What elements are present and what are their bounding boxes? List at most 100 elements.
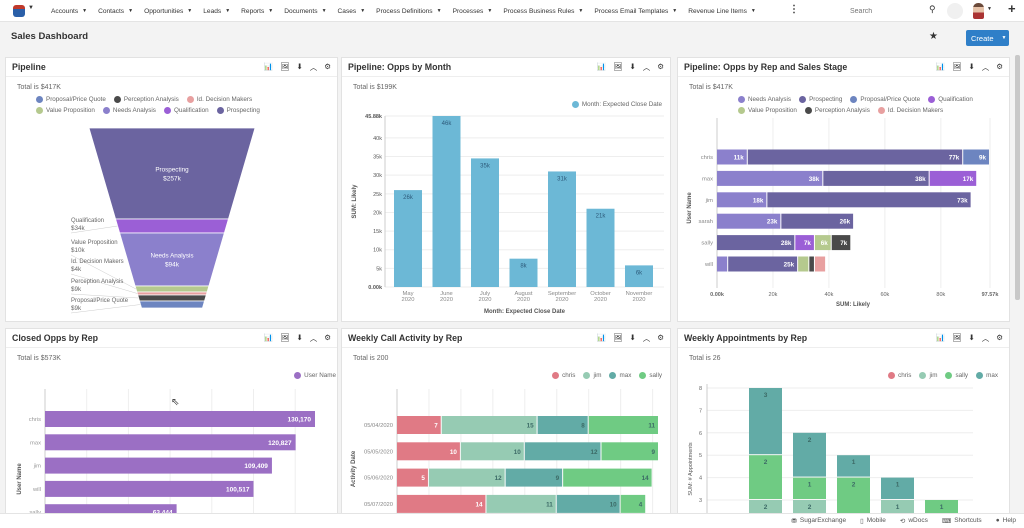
settings-icon[interactable]: ⚙ <box>657 333 664 342</box>
bar-segment[interactable] <box>537 416 588 434</box>
nav-item-revenue-line-items[interactable]: Revenue Line Items ▼ <box>688 8 756 15</box>
legend-item[interactable]: Qualification <box>928 96 973 103</box>
bar-segment[interactable] <box>397 468 428 487</box>
nav-item-process-definitions[interactable]: Process Definitions ▼ <box>376 8 441 15</box>
chart-icon[interactable]: 📊 <box>263 62 273 71</box>
collapse-icon[interactable]: ︿ <box>642 334 651 343</box>
image-icon[interactable]: 🖼 <box>951 333 962 342</box>
footer-link-help[interactable]: ● Help <box>996 517 1016 525</box>
funnel-segment[interactable] <box>137 294 207 302</box>
favorite-star-icon[interactable]: ★ <box>929 31 938 42</box>
download-icon[interactable]: ⬇ <box>296 333 303 342</box>
bar[interactable] <box>548 171 576 287</box>
bar-segment[interactable] <box>428 468 505 487</box>
legend-item[interactable]: jim <box>583 372 601 379</box>
bar[interactable] <box>45 411 315 427</box>
bar-segment[interactable] <box>563 468 652 487</box>
bar-segment[interactable] <box>460 442 524 461</box>
bar-segment[interactable] <box>814 235 831 251</box>
bar-segment[interactable] <box>717 192 767 208</box>
chevron-down-icon[interactable]: ▼ <box>436 8 442 14</box>
bar-segment[interactable] <box>749 455 782 499</box>
legend-item[interactable]: Qualification <box>163 107 209 114</box>
more-menu-icon[interactable]: ⋮ <box>789 4 799 15</box>
legend-item[interactable]: Value Proposition <box>738 107 797 114</box>
bar[interactable] <box>471 158 499 287</box>
legend-item[interactable]: sally <box>639 372 662 379</box>
image-icon[interactable]: 🖼 <box>612 62 623 71</box>
legend-item[interactable]: jim <box>919 372 937 379</box>
chevron-down-icon[interactable]: ▼ <box>578 8 584 14</box>
footer-link-mobile[interactable]: ▯ Mobile <box>860 517 886 525</box>
chevron-down-icon[interactable]: ▼ <box>360 8 366 14</box>
bar-segment[interactable] <box>397 494 486 513</box>
bar-segment[interactable] <box>823 170 929 186</box>
download-icon[interactable]: ⬇ <box>296 62 303 71</box>
chevron-down-icon[interactable]: ▼ <box>750 8 756 14</box>
bar-segment[interactable] <box>556 494 620 513</box>
bar[interactable] <box>509 258 538 287</box>
bar-segment[interactable] <box>929 170 977 186</box>
legend-item[interactable]: Perception Analysis <box>113 96 179 103</box>
chevron-down-icon[interactable]: ▼ <box>28 5 34 11</box>
settings-icon[interactable]: ⚙ <box>996 333 1003 342</box>
settings-icon[interactable]: ⚙ <box>324 333 331 342</box>
legend-item[interactable]: Id. Decision Makers <box>877 107 943 114</box>
bar-segment[interactable] <box>397 442 460 461</box>
bar[interactable] <box>394 190 422 287</box>
legend-item[interactable]: Needs Analysis <box>738 96 791 103</box>
funnel-segment[interactable] <box>138 300 206 309</box>
nav-item-cases[interactable]: Cases ▼ <box>338 8 366 15</box>
bar-segment[interactable] <box>747 149 963 165</box>
nav-item-process-business-rules[interactable]: Process Business Rules ▼ <box>503 8 583 15</box>
chart-icon[interactable]: 📊 <box>596 62 606 71</box>
legend-item[interactable]: Proposal/Price Quote <box>850 96 920 103</box>
chart-icon[interactable]: 📊 <box>263 333 273 342</box>
nav-item-opportunities[interactable]: Opportunities ▼ <box>144 8 192 15</box>
chart-icon[interactable]: 📊 <box>935 333 945 342</box>
bar-segment[interactable] <box>798 256 809 272</box>
legend-item[interactable]: max <box>609 372 631 379</box>
settings-icon[interactable]: ⚙ <box>657 62 664 71</box>
bar-segment[interactable] <box>441 416 537 434</box>
chevron-down-icon[interactable]: ▼ <box>487 8 493 14</box>
bar-segment[interactable] <box>717 170 823 186</box>
collapse-icon[interactable]: ︿ <box>981 334 990 343</box>
legend-item[interactable]: chris <box>552 372 575 379</box>
bar-segment[interactable] <box>781 213 854 229</box>
settings-icon[interactable]: ⚙ <box>324 62 331 71</box>
bar-segment[interactable] <box>717 256 728 272</box>
bar[interactable] <box>45 457 272 474</box>
bar-segment[interactable] <box>963 149 989 165</box>
bar-segment[interactable] <box>881 477 914 499</box>
bar[interactable] <box>45 480 254 497</box>
search-input[interactable] <box>846 3 942 19</box>
legend-item[interactable]: Perception Analysis <box>804 107 870 114</box>
funnel-segment[interactable] <box>88 127 256 220</box>
bar[interactable] <box>432 116 461 287</box>
notifications-avatar[interactable] <box>947 3 963 19</box>
bar-segment[interactable] <box>831 235 851 251</box>
bar-segment[interactable] <box>793 432 826 477</box>
bar[interactable] <box>45 434 296 451</box>
funnel-segment[interactable] <box>119 232 225 287</box>
bar-segment[interactable] <box>717 235 795 251</box>
nav-item-reports[interactable]: Reports ▼ <box>241 8 273 15</box>
chevron-down-icon[interactable]: ▼ <box>987 6 992 12</box>
bar-segment[interactable] <box>620 494 646 513</box>
bar-segment[interactable] <box>524 442 601 461</box>
nav-item-contacts[interactable]: Contacts ▼ <box>98 8 133 15</box>
download-icon[interactable]: ⬇ <box>629 333 636 342</box>
funnel-segment[interactable] <box>134 285 210 293</box>
chevron-down-icon[interactable]: ▼ <box>128 8 134 14</box>
bar-segment[interactable] <box>717 213 781 229</box>
settings-icon[interactable]: ⚙ <box>996 62 1003 71</box>
chevron-down-icon[interactable]: ▼ <box>225 8 231 14</box>
image-icon[interactable]: 🖼 <box>612 333 623 342</box>
collapse-icon[interactable]: ︿ <box>642 63 651 72</box>
collapse-icon[interactable]: ︿ <box>309 63 318 72</box>
bar-segment[interactable] <box>486 494 556 513</box>
chart-icon[interactable]: 📊 <box>935 62 945 71</box>
legend-item[interactable]: chris <box>888 372 911 379</box>
chart-icon[interactable]: 📊 <box>596 333 606 342</box>
